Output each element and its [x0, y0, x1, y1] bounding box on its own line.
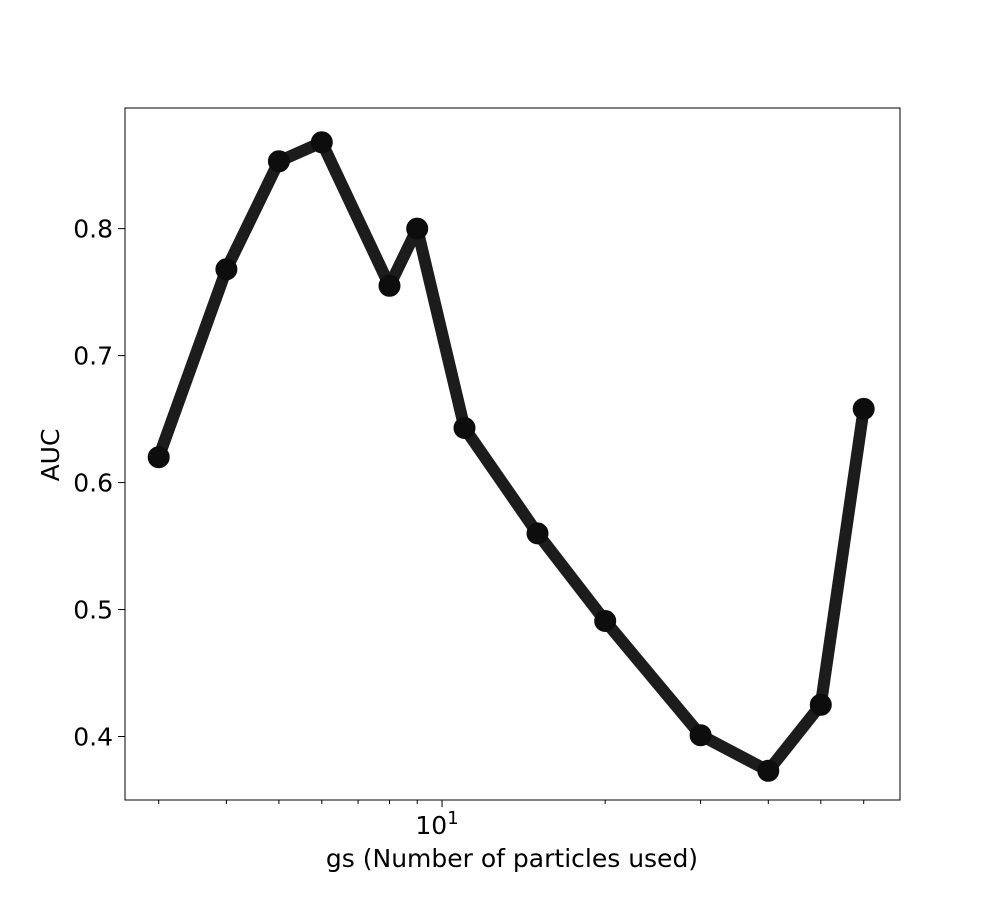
x-minor-ticks — [158, 800, 865, 804]
data-point — [689, 724, 712, 747]
data-point — [147, 446, 170, 469]
data-point — [526, 522, 549, 545]
series-layer — [147, 131, 875, 782]
data-point — [453, 417, 476, 439]
data-point — [757, 759, 780, 782]
tick-labels: 101 0.4 0.5 0.6 0.7 0.8 — [73, 215, 458, 840]
y-tick-label: 0.4 — [73, 723, 113, 752]
plot-background — [125, 108, 900, 800]
x-tick-label: 101 — [415, 808, 458, 840]
data-point — [809, 693, 832, 716]
data-point — [378, 274, 401, 297]
data-point — [215, 258, 238, 281]
axis-ticks — [118, 228, 443, 807]
y-tick-label: 0.7 — [73, 342, 113, 371]
y-tick-label: 0.5 — [73, 596, 113, 625]
data-point — [852, 397, 875, 420]
plot-frame — [124, 107, 901, 801]
data-point — [310, 131, 333, 154]
y-tick-label: 0.8 — [73, 215, 113, 244]
y-tick-label: 0.6 — [73, 469, 113, 498]
data-point — [267, 150, 290, 173]
data-point — [594, 610, 617, 632]
data-point — [406, 217, 429, 240]
x-axis-title: gs (Number of particles used) — [326, 844, 698, 873]
y-axis-title: AUC — [36, 429, 65, 482]
